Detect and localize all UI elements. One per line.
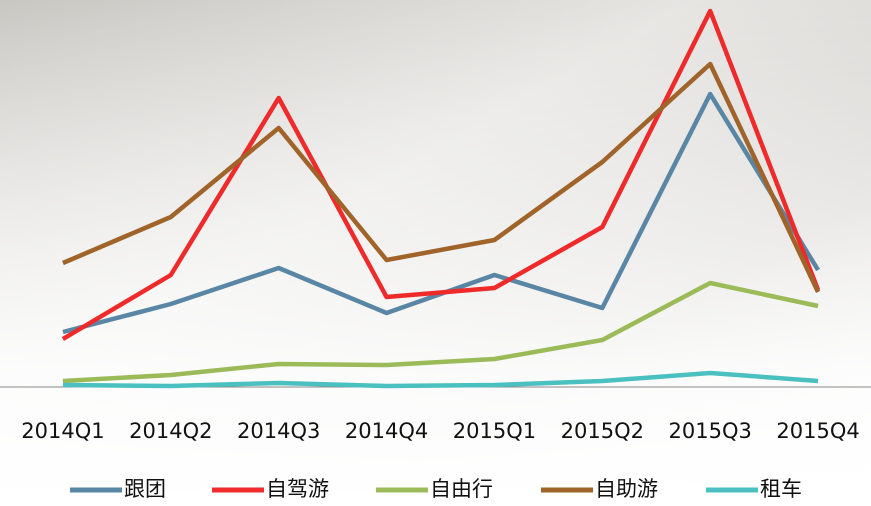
- series-line: [62, 61, 821, 293]
- legend-label: 自助游: [595, 477, 658, 501]
- series-line: [62, 370, 819, 389]
- x-tick-label: 2015Q1: [453, 419, 536, 443]
- legend-label: 自驾游: [266, 477, 329, 501]
- x-tick-label: 2014Q2: [129, 419, 212, 443]
- x-tick-label: 2015Q4: [776, 419, 859, 443]
- series-line: [62, 280, 819, 384]
- x-tick-label: 2014Q4: [345, 419, 428, 443]
- x-tick-label: 2015Q3: [669, 419, 752, 443]
- legend-label: 租车: [760, 477, 802, 501]
- x-tick-label: 2015Q2: [561, 419, 644, 443]
- x-tick-label: 2014Q3: [237, 419, 320, 443]
- series-line: [61, 8, 821, 341]
- legend-label: 跟团: [124, 477, 166, 501]
- legend-label: 自由行: [430, 477, 493, 501]
- x-tick-label: 2014Q1: [21, 419, 104, 443]
